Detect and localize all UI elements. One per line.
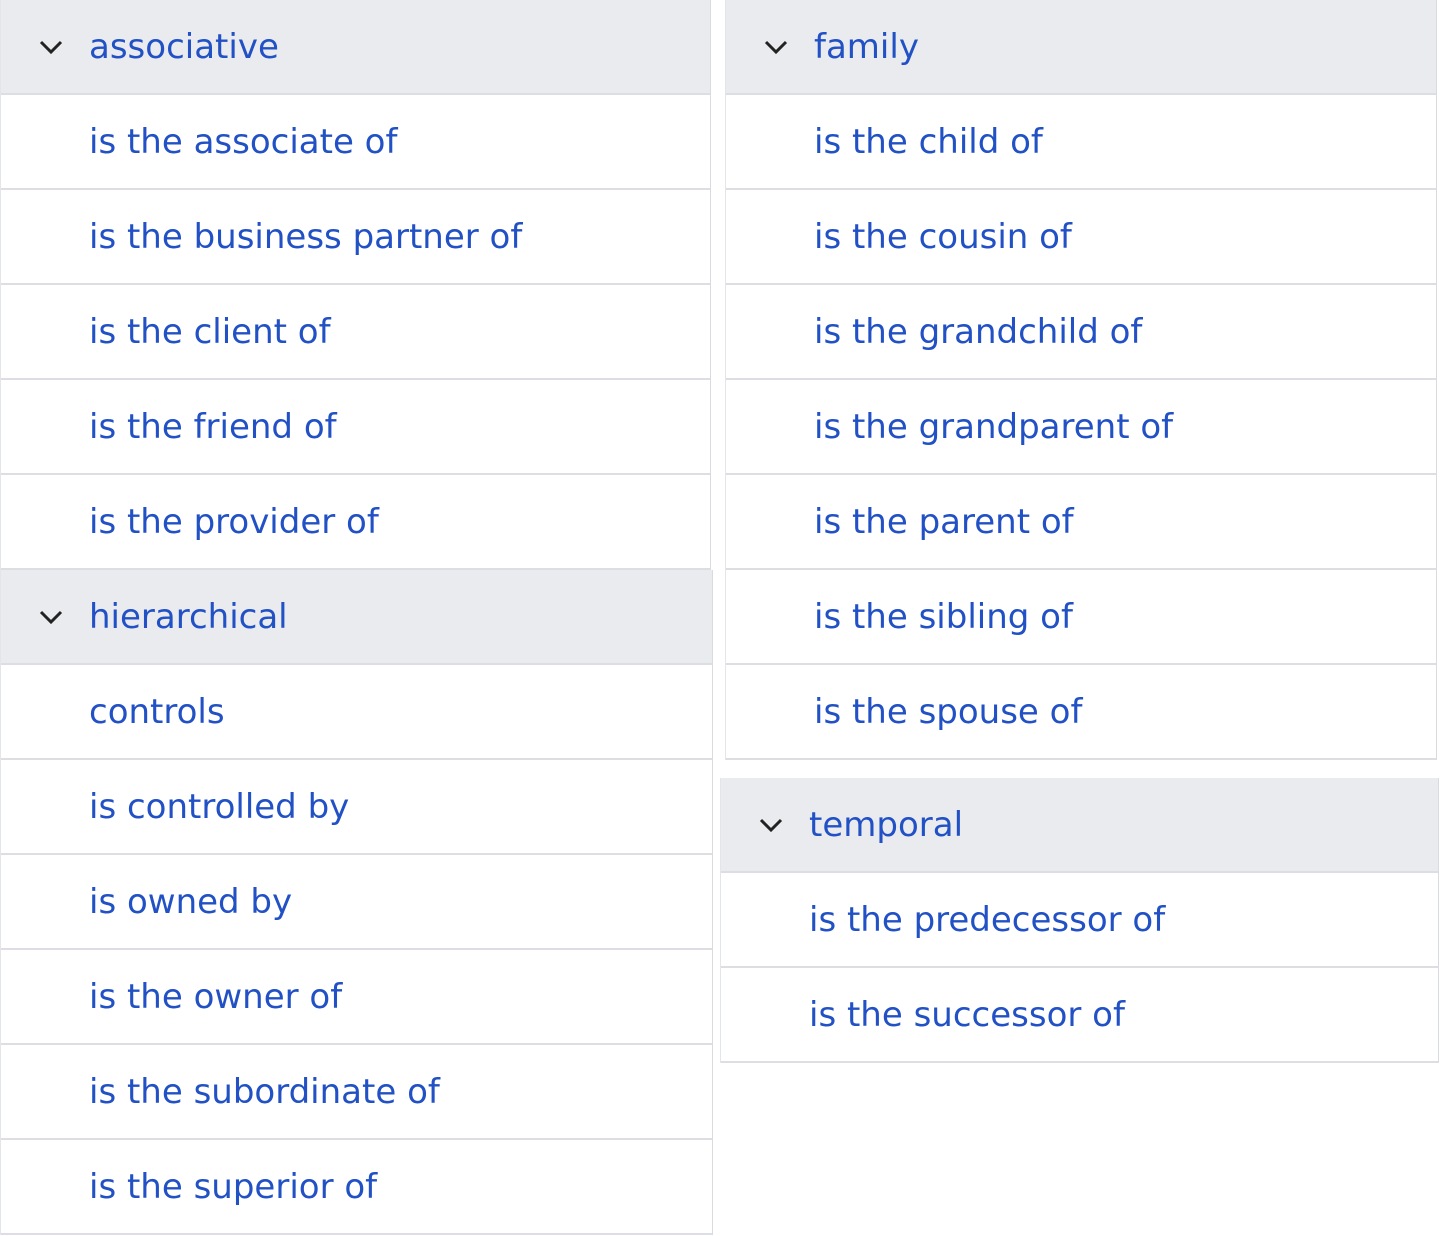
- chevron-down-icon[interactable]: [1, 39, 89, 55]
- relation-link[interactable]: is the superior of: [89, 1166, 378, 1207]
- list-item[interactable]: is the grandparent of: [726, 380, 1436, 475]
- group-title: associative: [89, 26, 279, 67]
- group-temporal: temporal is the predecessor of is the succ…: [720, 778, 1439, 1063]
- list-item[interactable]: is the cousin of: [726, 190, 1436, 285]
- group-family: family is the child of is the cousin of is …: [725, 0, 1437, 760]
- list-item[interactable]: is the subordinate of: [1, 1045, 712, 1140]
- group-header-temporal[interactable]: temporal: [721, 778, 1438, 873]
- list-item[interactable]: is the successor of: [721, 968, 1438, 1063]
- relation-link[interactable]: is the friend of: [89, 406, 337, 447]
- relation-link[interactable]: is the predecessor of: [809, 899, 1166, 940]
- relation-link[interactable]: is the owner of: [89, 976, 343, 1017]
- list-item[interactable]: is the grandchild of: [726, 285, 1436, 380]
- relation-link[interactable]: is the business partner of: [89, 216, 523, 257]
- list-item[interactable]: controls: [1, 665, 712, 760]
- relation-link[interactable]: is the cousin of: [814, 216, 1072, 257]
- relation-link[interactable]: is the grandparent of: [814, 406, 1174, 447]
- list-item[interactable]: is the provider of: [1, 475, 710, 570]
- chevron-down-icon[interactable]: [1, 609, 89, 625]
- relation-link[interactable]: is controlled by: [89, 786, 350, 827]
- group-associative: associative is the associate of is the bus…: [0, 0, 711, 570]
- relation-link[interactable]: is the parent of: [814, 501, 1074, 542]
- relation-link[interactable]: is owned by: [89, 881, 293, 922]
- group-header-associative[interactable]: associative: [1, 0, 710, 95]
- list-item[interactable]: is the business partner of: [1, 190, 710, 285]
- list-item[interactable]: is the child of: [726, 95, 1436, 190]
- relation-link[interactable]: is the provider of: [89, 501, 379, 542]
- list-item[interactable]: is owned by: [1, 855, 712, 950]
- list-item[interactable]: is the associate of: [1, 95, 710, 190]
- group-title: temporal: [809, 804, 964, 845]
- list-item[interactable]: is the parent of: [726, 475, 1436, 570]
- relation-link[interactable]: is the subordinate of: [89, 1071, 440, 1112]
- group-header-hierarchical[interactable]: hierarchical: [1, 570, 712, 665]
- list-item[interactable]: is the owner of: [1, 950, 712, 1045]
- relation-link[interactable]: controls: [89, 691, 225, 732]
- group-hierarchical: hierarchical controls is controlled by is o…: [0, 570, 713, 1235]
- relation-link[interactable]: is the client of: [89, 311, 331, 352]
- group-title: hierarchical: [89, 596, 288, 637]
- list-item[interactable]: is the spouse of: [726, 665, 1436, 760]
- relation-link[interactable]: is the successor of: [809, 994, 1125, 1035]
- group-title: family: [814, 26, 919, 67]
- list-item[interactable]: is the superior of: [1, 1140, 712, 1235]
- relation-link[interactable]: is the sibling of: [814, 596, 1073, 637]
- chevron-down-icon[interactable]: [726, 39, 814, 55]
- list-item[interactable]: is the friend of: [1, 380, 710, 475]
- relation-link[interactable]: is the child of: [814, 121, 1043, 162]
- list-item[interactable]: is controlled by: [1, 760, 712, 855]
- chevron-down-icon[interactable]: [721, 817, 809, 833]
- list-item[interactable]: is the predecessor of: [721, 873, 1438, 968]
- relation-link[interactable]: is the associate of: [89, 121, 398, 162]
- list-item[interactable]: is the sibling of: [726, 570, 1436, 665]
- relation-link[interactable]: is the grandchild of: [814, 311, 1143, 352]
- list-item[interactable]: is the client of: [1, 285, 710, 380]
- group-header-family[interactable]: family: [726, 0, 1436, 95]
- relation-link[interactable]: is the spouse of: [814, 691, 1083, 732]
